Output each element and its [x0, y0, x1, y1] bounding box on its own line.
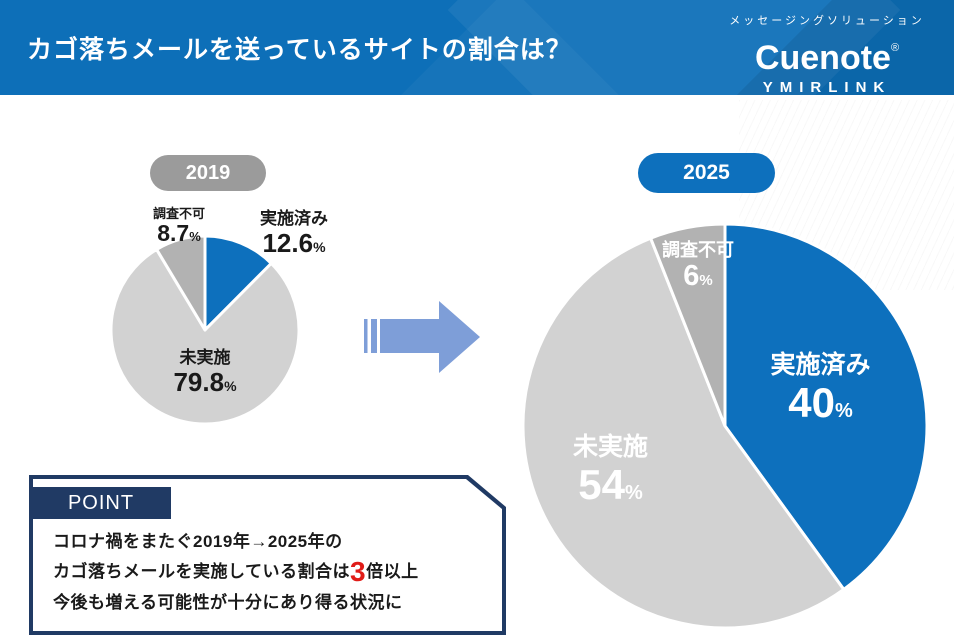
slice-value: 8.7 [157, 220, 190, 247]
point-line2-before: カゴ落ちメールを実施している割合は [53, 562, 350, 581]
pie-slice-2019-0 [203, 234, 273, 332]
transition-arrow-icon [364, 301, 480, 373]
brand-subtitle: YMIRLINK [762, 79, 892, 95]
percent-sign: % [313, 238, 326, 255]
year-badge-2025: 2025 [638, 153, 775, 193]
percent-sign: % [699, 271, 713, 289]
point-tab-label: POINT [31, 487, 171, 519]
pie-chart-2019 [109, 234, 301, 426]
point-callout-box: POINT コロナ禍をまたぐ2019年→2025年の カゴ落ちメールを実施してい… [29, 475, 506, 635]
slice-name: 未実施 [179, 348, 231, 367]
slice-label-2025-research-unavailable: 調査不可 6% [653, 240, 743, 293]
point-text-line-2: カゴ落ちメールを実施している割合は3倍以上 [53, 561, 419, 583]
percent-sign: % [189, 229, 201, 245]
slice-value: 54 [578, 460, 625, 508]
cuenote-logo: Cuenote® [718, 29, 936, 77]
slice-label-2019-implemented: 実施済み 12.6% [246, 209, 342, 258]
pie-slice-2019-1 [109, 247, 301, 426]
slice-name: 未実施 [572, 433, 648, 461]
year-badge-2019: 2019 [150, 155, 266, 191]
point-line2-after: 倍以上 [366, 562, 419, 581]
slice-name: 調査不可 [152, 206, 205, 221]
point-text-line-3: 今後も増える可能性が十分にあり得る状況に [53, 593, 403, 612]
pie-slice-2025-2 [649, 222, 727, 428]
percent-sign: % [624, 481, 643, 504]
slice-label-2025-not-implemented: 未実施 54% [548, 433, 673, 508]
slice-value: 12.6 [262, 227, 314, 258]
header-banner: カゴ落ちメールを送っているサイトの割合は？ メッセージングソリューション Cue… [0, 0, 954, 95]
point-text-line-1: コロナ禍をまたぐ2019年→2025年の [53, 532, 343, 551]
slice-value: 6 [683, 259, 700, 292]
pie-slice-2025-1 [521, 236, 846, 630]
brand-logo-text: Cuenote [754, 39, 891, 77]
pie-slice-2019-2 [155, 234, 207, 332]
registered-mark-icon: ® [890, 42, 900, 54]
slice-value: 79.8 [173, 366, 225, 397]
percent-sign: % [224, 377, 237, 394]
brand-tagline: メッセージングソリューション [729, 15, 925, 27]
percent-sign: % [834, 399, 853, 422]
slice-value: 40 [788, 378, 835, 426]
slice-name: 調査不可 [662, 240, 734, 260]
pie-slice-2025-0 [723, 222, 929, 591]
slice-name: 実施済み [770, 351, 871, 379]
slice-label-2019-research-unavailable: 調査不可 8.7% [135, 206, 223, 247]
slice-name: 実施済み [260, 209, 328, 228]
highlight-number: 3 [350, 556, 367, 587]
page-title: カゴ落ちメールを送っているサイトの割合は？ [27, 36, 572, 64]
slice-label-2019-not-implemented: 未実施 79.8% [145, 348, 265, 397]
brand-block: メッセージングソリューション Cuenote® YMIRLINK [718, 8, 936, 95]
slice-label-2025-implemented: 実施済み 40% [758, 351, 883, 426]
pie-chart-2025 [521, 222, 929, 630]
